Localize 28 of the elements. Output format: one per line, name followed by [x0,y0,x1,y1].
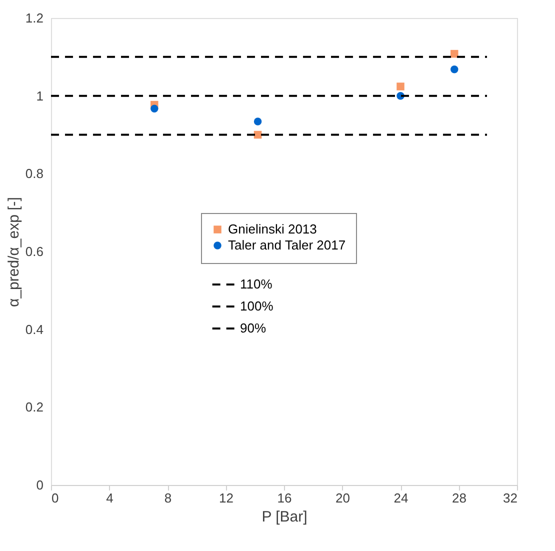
x-tick-label: 12 [219,490,234,506]
point [396,82,404,90]
y-tick-label: 1.2 [25,10,44,26]
legend-label: Taler and Taler 2017 [228,238,346,252]
x-tick-label: 28 [452,490,466,506]
point [254,118,262,126]
legend-label: Gnielinski 2013 [228,222,317,236]
legend-label: 90% [240,320,266,336]
x-tick-label: 4 [106,490,114,506]
y-axis-title: α_pred/α_exp [-] [5,197,22,307]
x-tick-label: 8 [164,490,172,506]
point [450,66,458,74]
x-tick-label: 32 [503,490,518,506]
point [450,50,458,58]
y-tick-label: 0.4 [25,322,44,337]
y-tick-label: 0 [36,478,44,492]
x-axis-title: P [Bar] [262,508,308,526]
x-tick-label: 20 [336,490,350,506]
legend-label: 100% [240,298,274,314]
point [150,104,158,113]
y-tick-label: 0.2 [25,400,44,415]
x-tick-label: 24 [394,490,408,506]
y-tick-label: 1 [36,88,44,104]
x-tick-label: 0 [52,490,59,506]
y-tick-label: 0.8 [25,166,44,182]
x-tick-label: 16 [277,490,292,506]
y-tick-label: 0.6 [25,244,44,259]
legend-label: 110% [240,276,273,292]
